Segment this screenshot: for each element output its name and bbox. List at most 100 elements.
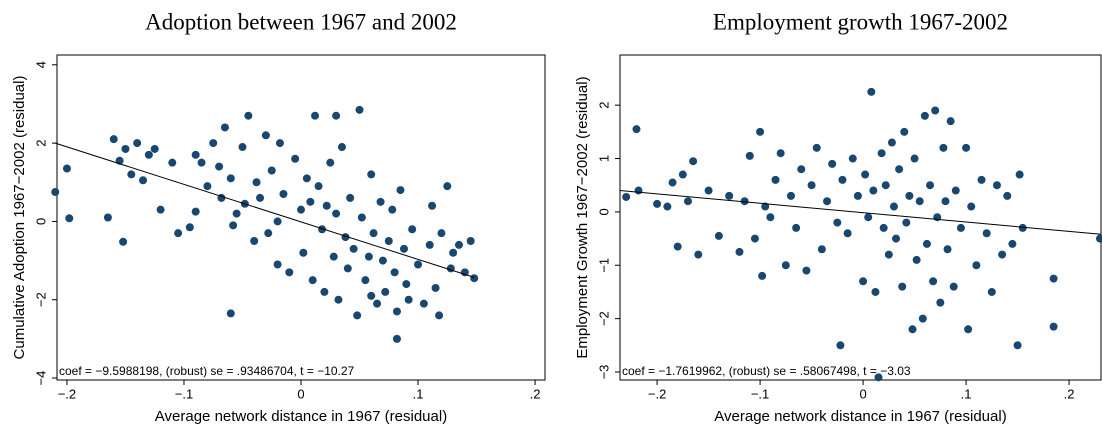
plot-frame (56, 54, 546, 381)
scatter-point (435, 311, 444, 320)
scatter-point (781, 261, 790, 270)
scatter-point (689, 157, 698, 166)
scatter-point (226, 309, 235, 318)
scatter-point (632, 125, 641, 134)
scatter-point (771, 175, 780, 184)
y-tick-label: 0 (33, 218, 48, 225)
x-tick-label: −.2 (648, 386, 666, 401)
scatter-point (853, 191, 862, 200)
scatter-point (898, 282, 907, 291)
scatter-point (653, 199, 662, 208)
scatter-point (168, 158, 177, 167)
x-tick-label: 0 (859, 386, 866, 401)
scatter-point (332, 111, 341, 120)
scatter-point (910, 154, 919, 163)
scatter-point (929, 277, 938, 286)
scatter-point (103, 213, 112, 222)
scatter-point (836, 341, 845, 350)
scatter-point (378, 256, 387, 265)
x-tick-label: .1 (961, 386, 972, 401)
scatter-point (51, 188, 60, 197)
scatter-point (1095, 234, 1102, 243)
scatter-point (337, 143, 346, 152)
scatter-point (823, 197, 832, 206)
scatter-point (404, 295, 413, 304)
scatter-point (133, 139, 142, 148)
scatter-point (273, 217, 282, 226)
scatter-point (369, 229, 378, 238)
scatter-point (972, 261, 981, 270)
scatter-point (967, 202, 976, 211)
x-tick-label: 0 (297, 386, 304, 401)
scatter-point (150, 144, 159, 153)
scatter-point (874, 373, 883, 382)
scatter-point (326, 158, 335, 167)
scatter-point (392, 334, 401, 343)
scatter-point (261, 131, 270, 140)
scatter-point (756, 127, 765, 136)
scatter-point (320, 287, 329, 296)
scatter-point (833, 218, 842, 227)
scatter-point (964, 325, 973, 334)
scatter-point (252, 178, 261, 187)
scatter-point (889, 202, 898, 211)
fit-line (55, 142, 475, 278)
scatter-point (197, 158, 206, 167)
y-tick-label: 0 (596, 208, 611, 215)
y-tick-label: 2 (596, 102, 611, 109)
scatter-point (367, 291, 376, 300)
scatter-point (892, 234, 901, 243)
scatter-point (884, 250, 893, 259)
scatter-point (668, 178, 677, 187)
scatter-point (936, 298, 945, 307)
scatter-point (390, 268, 399, 277)
scatter-point (460, 268, 469, 277)
scatter-point (285, 268, 294, 277)
scatter-point (861, 170, 870, 179)
scatter-point (758, 271, 767, 280)
scatter-point (877, 149, 886, 158)
annotation: coef = −9.5988198, (robust) se = .934867… (59, 364, 355, 378)
scatter-point (353, 311, 362, 320)
scatter-point (714, 231, 723, 240)
scatter-point (926, 181, 935, 190)
scatter-point (346, 193, 355, 202)
scatter-point (275, 139, 284, 148)
scatter-point (396, 186, 405, 195)
scatter-point (367, 170, 376, 179)
scatter-point (291, 154, 300, 163)
scatter-point (1018, 223, 1027, 232)
scatter-point (797, 165, 806, 174)
scatter-point (992, 181, 1001, 190)
y-tick-label: −4 (33, 371, 48, 386)
scatter-point (279, 190, 288, 199)
scatter-point (384, 236, 393, 245)
scatter-point (381, 287, 390, 296)
scatter-point (1008, 239, 1017, 248)
scatter-point (673, 242, 682, 251)
scatter-point (127, 170, 136, 179)
scatter-point (209, 139, 218, 148)
scatter-point (314, 182, 323, 191)
scatter-point (828, 159, 837, 168)
chart-title: Employment growth 1967-2002 (713, 9, 1008, 34)
scatter-point (998, 250, 1007, 259)
scatter-point (402, 280, 411, 289)
scatter-point (238, 143, 247, 152)
scatter-point (1013, 341, 1022, 350)
scatter-point (306, 197, 315, 206)
y-tick-label: 2 (33, 139, 48, 146)
scatter-point (329, 252, 338, 261)
x-tick-label: .2 (530, 386, 541, 401)
scatter-point (895, 165, 904, 174)
scatter-point (931, 106, 940, 115)
y-axis-label: Employment Growth 1967−2002 (residual) (574, 76, 591, 358)
scatter-point (414, 260, 423, 269)
scatter-point (946, 117, 955, 126)
annotation: coef = −1.7619962, (robust) se = .580674… (622, 364, 911, 378)
scatter-point (725, 191, 734, 200)
scatter-point (174, 229, 183, 238)
scatter-point (951, 186, 960, 195)
scatter-point (922, 239, 931, 248)
scatter-point (408, 225, 417, 234)
